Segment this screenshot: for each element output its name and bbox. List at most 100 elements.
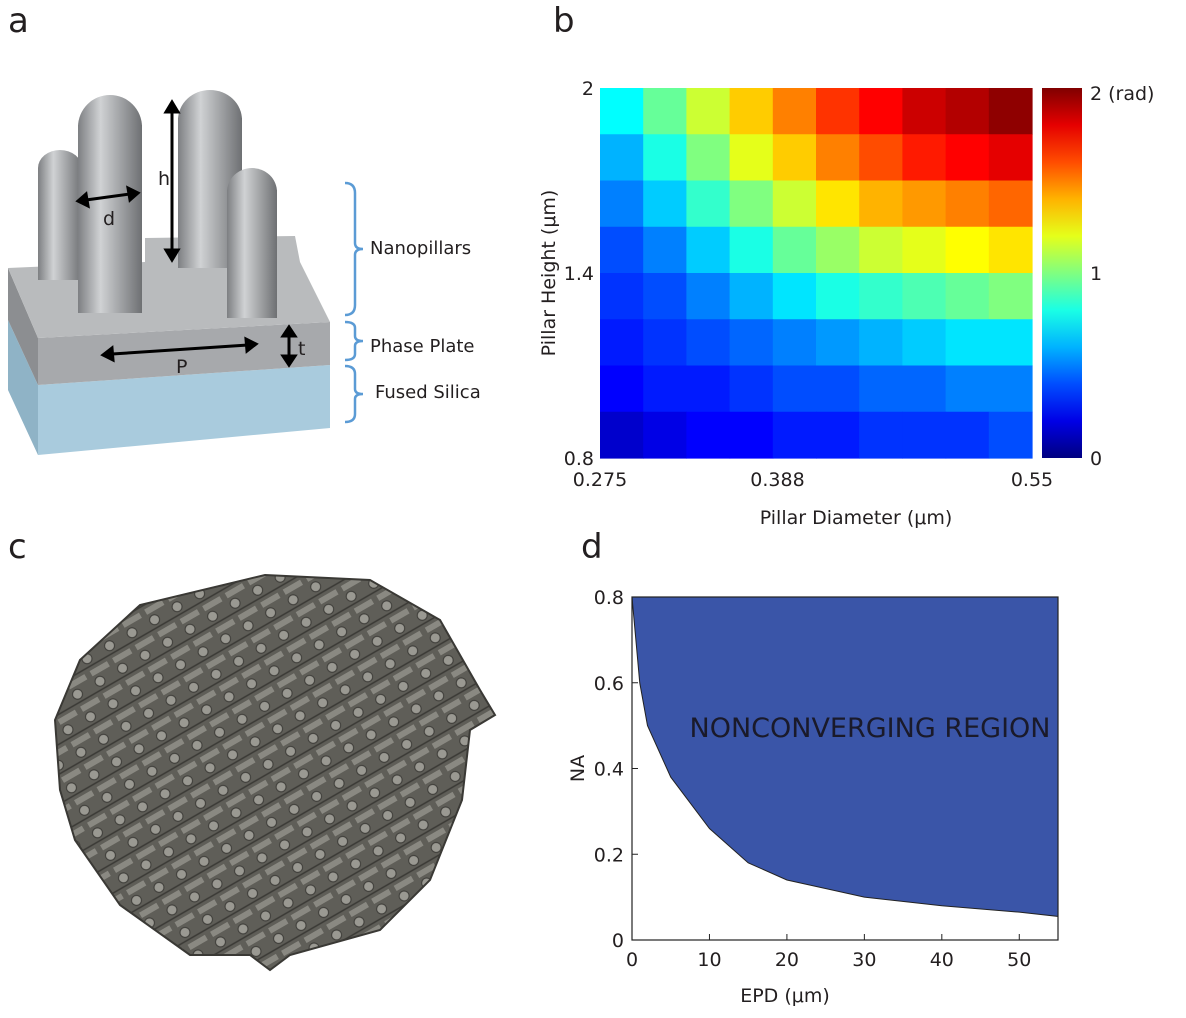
y-axis-label: NA: [567, 755, 589, 782]
heatmap-cell: [859, 180, 903, 228]
x-axis-label: Pillar Diameter (μm): [760, 507, 953, 529]
heatmap-cell: [859, 273, 903, 320]
panel-label: b: [553, 1, 575, 41]
heatmap-cell: [816, 88, 860, 135]
x-tick-label: 40: [930, 949, 954, 971]
dimension-label: d: [103, 208, 115, 230]
heatmap-cell: [686, 180, 731, 228]
heatmap-cell: [686, 226, 731, 274]
heatmap-cell: [816, 134, 860, 182]
heatmap-cell: [643, 226, 687, 274]
nanopillar-diagram: h d t P Nanopillars Phase Plate Fused Si…: [8, 90, 481, 455]
heatmap-cell: [859, 88, 903, 135]
x-tick-label: 0: [626, 949, 638, 971]
heatmap-cell: [643, 180, 687, 228]
heatmap-cell: [859, 226, 903, 274]
heatmap-cell: [902, 273, 947, 320]
heatmap-cell: [902, 226, 947, 274]
x-tick-label: 30: [852, 949, 876, 971]
heatmap-cell: [988, 273, 1033, 320]
dimension-label: h: [158, 168, 170, 190]
heatmap-cell: [859, 319, 903, 367]
area: [631, 596, 1059, 917]
x-tick-label: 50: [1007, 949, 1031, 971]
heatmap-cell: [643, 134, 687, 182]
heatmap-cell: [945, 319, 990, 367]
annotation: NONCONVERGING REGION: [690, 713, 1051, 744]
metasurface-render: [53, 573, 497, 972]
heatmap-cell: [945, 411, 990, 459]
y-tick-label: 0.8: [564, 448, 594, 470]
heatmap-cell: [643, 273, 687, 320]
heatmap-cell: [945, 365, 990, 413]
heatmap-cell: [902, 365, 947, 413]
heatmap-cell: [816, 319, 860, 367]
heatmap-cell: [600, 365, 644, 413]
heatmap-cell: [945, 273, 990, 320]
layer-label: Fused Silica: [375, 382, 481, 403]
panel-label: c: [8, 527, 27, 567]
x-tick-label: 0.275: [573, 469, 627, 491]
heatmap-cell: [816, 411, 860, 459]
heatmap-cell: [772, 319, 817, 367]
heatmap-cell: [686, 88, 731, 135]
colorbar: [1042, 88, 1082, 458]
heatmap-cell: [902, 134, 947, 182]
heatmap-cell: [859, 411, 903, 459]
heatmap-cell: [988, 411, 1033, 459]
heatmap-cell: [816, 226, 860, 274]
colorbar-tick-label: 0: [1090, 448, 1102, 470]
heatmap-cell: [600, 319, 644, 367]
heatmap-cell: [945, 226, 990, 274]
heatmap-cell: [816, 180, 860, 228]
heatmap-cell: [945, 180, 990, 228]
layer-label: Nanopillars: [370, 238, 471, 259]
y-tick-label: 0: [612, 930, 624, 952]
heatmap-cell: [988, 226, 1033, 274]
heatmap-cell: [600, 226, 644, 274]
heatmap-cell: [772, 134, 817, 182]
x-tick-label: 10: [697, 949, 721, 971]
heatmap-cell: [859, 134, 903, 182]
heatmap-cell: [686, 319, 731, 367]
y-tick-label: 2: [582, 78, 594, 100]
layer-label: Phase Plate: [370, 336, 474, 357]
panel-label: a: [8, 1, 29, 41]
heatmap-cell: [729, 88, 774, 135]
heatmap-cell: [859, 365, 903, 413]
heatmap-cell: [729, 365, 774, 413]
y-axis-label: Pillar Height (μm): [538, 190, 560, 357]
heatmap-cell: [600, 273, 644, 320]
y-tick-label: 0.4: [594, 759, 624, 781]
heatmap-cell: [729, 180, 774, 228]
heatmap-cell: [729, 411, 774, 459]
heatmap-cell: [902, 88, 947, 135]
heatmap-cell: [945, 88, 990, 135]
heatmap-cell: [988, 365, 1033, 413]
colorbar-tick-label: 2 (rad): [1090, 83, 1154, 105]
heatmap-cell: [988, 88, 1033, 135]
heatmap-cell: [686, 134, 731, 182]
x-tick-label: 0.388: [750, 469, 804, 491]
heatmap-cell: [902, 180, 947, 228]
y-tick-label: 0.6: [594, 673, 624, 695]
heatmap-cell: [729, 273, 774, 320]
heatmap-cell: [772, 273, 817, 320]
heatmap-cell: [600, 180, 644, 228]
heatmap-cell: [686, 273, 731, 320]
heatmap-cell: [816, 273, 860, 320]
y-tick-label: 0.8: [594, 587, 624, 609]
heatmap-cell: [772, 411, 817, 459]
heatmap-cell: [772, 88, 817, 135]
heatmap-cell: [643, 319, 687, 367]
heatmap-cell: [643, 411, 687, 459]
heatmap-cell: [643, 365, 687, 413]
colorbar-tick-label: 1: [1090, 263, 1102, 285]
x-tick-label: 20: [775, 949, 799, 971]
heatmap-cell: [988, 180, 1033, 228]
x-tick-label: 0.55: [1011, 469, 1053, 491]
heatmap-cell: [902, 319, 947, 367]
heatmap-cell: [988, 319, 1033, 367]
heatmap-cell: [729, 226, 774, 274]
heatmap-cell: [600, 411, 644, 459]
